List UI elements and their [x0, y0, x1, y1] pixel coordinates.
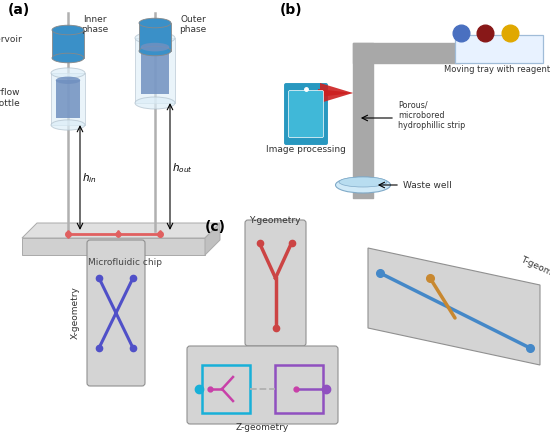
Text: Waste well: Waste well	[403, 181, 452, 190]
Polygon shape	[56, 80, 80, 118]
Text: $h_{out}$: $h_{out}$	[172, 161, 192, 175]
Polygon shape	[320, 83, 353, 103]
Ellipse shape	[135, 97, 175, 109]
Ellipse shape	[139, 46, 171, 56]
Ellipse shape	[141, 43, 169, 52]
Text: (b): (b)	[280, 3, 302, 17]
Bar	[455, 35, 543, 63]
Polygon shape	[141, 47, 169, 94]
Text: Image processing: Image processing	[266, 145, 346, 154]
Ellipse shape	[51, 120, 85, 130]
Text: $h_{in}$: $h_{in}$	[82, 171, 97, 185]
Ellipse shape	[339, 177, 387, 187]
Polygon shape	[51, 73, 85, 125]
Text: (c): (c)	[205, 220, 226, 234]
Ellipse shape	[52, 53, 84, 63]
Polygon shape	[368, 248, 540, 365]
Text: X-geometry: X-geometry	[71, 287, 80, 339]
Text: (a): (a)	[8, 3, 30, 17]
Polygon shape	[22, 223, 220, 238]
Ellipse shape	[139, 18, 171, 28]
Text: Overflow
bottle: Overflow bottle	[0, 88, 20, 108]
FancyBboxPatch shape	[289, 90, 323, 138]
Ellipse shape	[51, 68, 85, 78]
FancyBboxPatch shape	[283, 82, 329, 146]
Polygon shape	[139, 23, 171, 51]
FancyBboxPatch shape	[87, 240, 145, 386]
Text: Inner
phase: Inner phase	[81, 15, 109, 34]
Text: Porous/
microbored
hydrophillic strip: Porous/ microbored hydrophillic strip	[398, 100, 465, 130]
Text: T-geometry: T-geometry	[519, 255, 550, 285]
Polygon shape	[22, 238, 205, 255]
Bar	[275, 365, 323, 413]
Ellipse shape	[52, 25, 84, 35]
Ellipse shape	[336, 177, 390, 193]
Text: Microfluidic chip: Microfluidic chip	[88, 258, 162, 267]
Polygon shape	[205, 223, 220, 255]
Text: Reservoir: Reservoir	[0, 36, 22, 45]
FancyBboxPatch shape	[187, 346, 338, 424]
Text: Moving tray with reagents: Moving tray with reagents	[444, 65, 550, 74]
FancyBboxPatch shape	[245, 220, 306, 346]
Bar	[202, 365, 250, 413]
Text: Outer
phase: Outer phase	[179, 15, 207, 34]
Polygon shape	[52, 30, 84, 58]
Ellipse shape	[135, 32, 175, 44]
Ellipse shape	[353, 43, 373, 63]
Text: Y-geometry: Y-geometry	[249, 216, 301, 225]
Polygon shape	[135, 38, 175, 103]
Ellipse shape	[56, 77, 80, 84]
Text: Z-geometry: Z-geometry	[235, 423, 289, 432]
Polygon shape	[318, 89, 353, 97]
